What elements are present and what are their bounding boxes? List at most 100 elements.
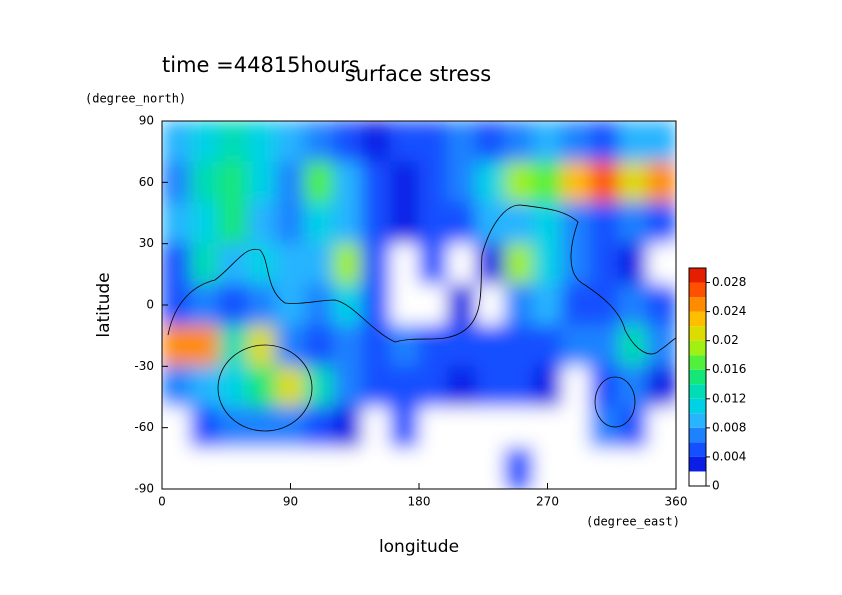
field-cell bbox=[618, 365, 648, 408]
field-cell bbox=[218, 243, 249, 286]
field-cell bbox=[304, 324, 334, 367]
field-cell bbox=[389, 406, 420, 449]
field-cell bbox=[361, 365, 391, 408]
field-cell bbox=[218, 121, 249, 163]
field-cell bbox=[218, 324, 249, 367]
field-cell bbox=[561, 406, 591, 449]
field-cell bbox=[532, 161, 563, 204]
y-tick-label: 60 bbox=[139, 175, 154, 189]
field-cell bbox=[418, 365, 449, 408]
field-cell bbox=[332, 406, 363, 449]
field-cell bbox=[589, 406, 620, 449]
field-cell bbox=[162, 324, 192, 367]
field-cell bbox=[389, 121, 420, 163]
field-cell bbox=[332, 121, 363, 163]
field-cell bbox=[332, 243, 363, 286]
colorbar-swatch bbox=[689, 413, 706, 428]
field-cell bbox=[475, 161, 506, 204]
field-cell bbox=[247, 202, 277, 245]
field-cell bbox=[247, 121, 277, 163]
field-cell bbox=[561, 202, 591, 245]
field-cell bbox=[332, 365, 363, 408]
x-tick-label: 270 bbox=[536, 495, 559, 509]
field-cell bbox=[447, 121, 477, 163]
field-cell bbox=[618, 284, 648, 326]
colorbar-tick-label: 0.012 bbox=[712, 391, 746, 405]
colorbar-swatch bbox=[689, 326, 706, 341]
field-cell bbox=[190, 365, 220, 408]
x-tick-label: 0 bbox=[158, 495, 166, 509]
field-cell bbox=[475, 324, 506, 367]
colorbar-tick-label: 0.02 bbox=[712, 333, 739, 347]
colorbar-swatch bbox=[689, 427, 706, 443]
field-cell bbox=[190, 121, 220, 163]
field-cell bbox=[332, 447, 363, 489]
field-cell bbox=[275, 121, 306, 163]
field-cell bbox=[162, 243, 192, 286]
field-cell bbox=[504, 447, 534, 489]
field-cell bbox=[447, 202, 477, 245]
field-cell bbox=[532, 406, 563, 449]
y-tick-label: -90 bbox=[134, 482, 154, 496]
field-cell bbox=[561, 447, 591, 489]
field-cell bbox=[275, 406, 306, 449]
field-cell bbox=[418, 324, 449, 367]
field-cell bbox=[162, 365, 192, 408]
colorbar-tick-label: 0.016 bbox=[712, 362, 746, 376]
time-label: time =44815hours bbox=[162, 53, 360, 77]
field-cell bbox=[190, 324, 220, 367]
field-cell bbox=[361, 202, 391, 245]
field-cell bbox=[475, 121, 506, 163]
field-cell bbox=[447, 243, 477, 286]
colorbar-swatch bbox=[689, 340, 706, 356]
field-cell bbox=[532, 447, 563, 489]
field-cell bbox=[304, 447, 334, 489]
colorbar-tick-label: 0.028 bbox=[712, 275, 746, 289]
x-tick-label: 360 bbox=[665, 495, 688, 509]
field-cell bbox=[504, 243, 534, 286]
field-cell bbox=[247, 284, 277, 326]
field-cell bbox=[418, 161, 449, 204]
field-cell bbox=[247, 243, 277, 286]
field-cell bbox=[447, 284, 477, 326]
field-cell bbox=[332, 324, 363, 367]
field-cell bbox=[504, 284, 534, 326]
field-cell bbox=[361, 447, 391, 489]
field-cell bbox=[618, 447, 648, 489]
field-cell bbox=[532, 121, 563, 163]
field-cell bbox=[275, 365, 306, 408]
coastline bbox=[167, 204, 676, 355]
field-cell bbox=[561, 161, 591, 204]
contour-field bbox=[162, 121, 676, 489]
field-cell bbox=[646, 324, 676, 367]
field-cell bbox=[361, 161, 391, 204]
field-cell bbox=[418, 406, 449, 449]
colorbar-tick-label: 0.004 bbox=[712, 449, 746, 463]
field-cell bbox=[561, 324, 591, 367]
field-cell bbox=[561, 121, 591, 163]
field-cell bbox=[504, 161, 534, 204]
field-cell bbox=[589, 202, 620, 245]
field-cell bbox=[162, 202, 192, 245]
field-cell bbox=[304, 121, 334, 163]
colorbar-tick-label: 0.008 bbox=[712, 420, 746, 434]
field-cell bbox=[589, 161, 620, 204]
field-cell bbox=[218, 406, 249, 449]
field-cell bbox=[561, 243, 591, 286]
field-cell bbox=[504, 324, 534, 367]
cells bbox=[162, 121, 676, 489]
field-cell bbox=[190, 447, 220, 489]
y-tick-label: -30 bbox=[134, 359, 154, 373]
field-cell bbox=[418, 202, 449, 245]
colorbar-swatch bbox=[689, 471, 706, 486]
field-cell bbox=[275, 447, 306, 489]
y-tick-label: -60 bbox=[134, 420, 154, 434]
field-cell bbox=[389, 447, 420, 489]
field-cell bbox=[532, 284, 563, 326]
field-cell bbox=[190, 202, 220, 245]
field-cell bbox=[618, 161, 648, 204]
field-cell bbox=[162, 121, 192, 163]
colorbar-swatch bbox=[689, 369, 706, 385]
field-cell bbox=[532, 243, 563, 286]
